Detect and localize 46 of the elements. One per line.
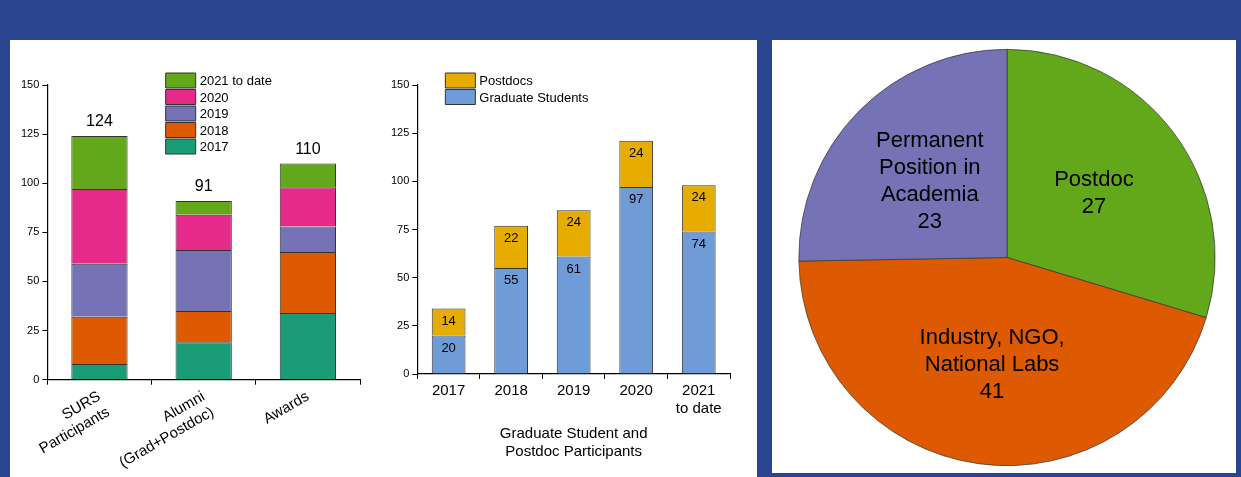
slice-label: Permanent Position in Academia <box>875 127 984 207</box>
data-label: 55 <box>503 272 519 288</box>
legend-label: Graduate Students <box>479 89 589 105</box>
legend-label: 2017 <box>199 139 229 155</box>
data-label: 27 <box>1081 192 1107 218</box>
y-tick-label: 50 <box>397 270 410 283</box>
y-tick-label: 100 <box>390 174 410 187</box>
data-label: 74 <box>691 235 706 251</box>
legend-label: 2020 <box>199 89 229 105</box>
x-tick-label: 2021 to date <box>675 381 722 417</box>
slice-label: Industry, NGO, National Labs <box>919 323 1065 376</box>
legend-label: 2018 <box>199 122 229 138</box>
data-label: 24 <box>691 189 706 205</box>
x-tick-label: 2017 <box>431 381 466 399</box>
data-label: 22 <box>503 229 519 245</box>
data-label: 20 <box>441 339 456 355</box>
y-tick-label: 0 <box>33 372 40 385</box>
y-tick-label: 125 <box>20 127 40 140</box>
total-label: 91 <box>194 177 213 195</box>
legend-label: Postdocs <box>479 73 534 89</box>
x-axis-title: Graduate Student and Postdoc Participants <box>499 424 648 460</box>
legend-label: 2021 to date <box>199 73 272 89</box>
y-tick-label: 75 <box>27 225 40 238</box>
y-tick-label: 25 <box>397 318 410 331</box>
x-tick-label: 2018 <box>494 381 528 399</box>
data-label: 61 <box>566 260 581 276</box>
slice-label: Postdoc <box>1054 165 1134 191</box>
legend-label: 2019 <box>199 106 229 122</box>
data-label: 41 <box>979 377 1005 403</box>
y-tick-label: 50 <box>27 274 40 287</box>
y-tick-label: 75 <box>397 222 410 235</box>
data-label: 24 <box>628 144 644 160</box>
total-label: 124 <box>86 112 113 130</box>
y-tick-label: 100 <box>20 176 40 189</box>
total-label: 110 <box>295 139 321 157</box>
data-label: 24 <box>566 214 581 230</box>
x-tick-label: 2019 <box>556 381 591 399</box>
data-label: 23 <box>917 208 943 234</box>
x-tick-label: 2020 <box>619 381 653 399</box>
data-label: 14 <box>441 312 456 328</box>
y-tick-label: 125 <box>390 126 410 139</box>
y-tick-label: 0 <box>403 367 410 380</box>
y-tick-label: 25 <box>27 323 40 336</box>
data-label: 97 <box>628 191 644 207</box>
y-tick-label: 150 <box>390 78 410 91</box>
y-tick-label: 150 <box>20 78 40 91</box>
